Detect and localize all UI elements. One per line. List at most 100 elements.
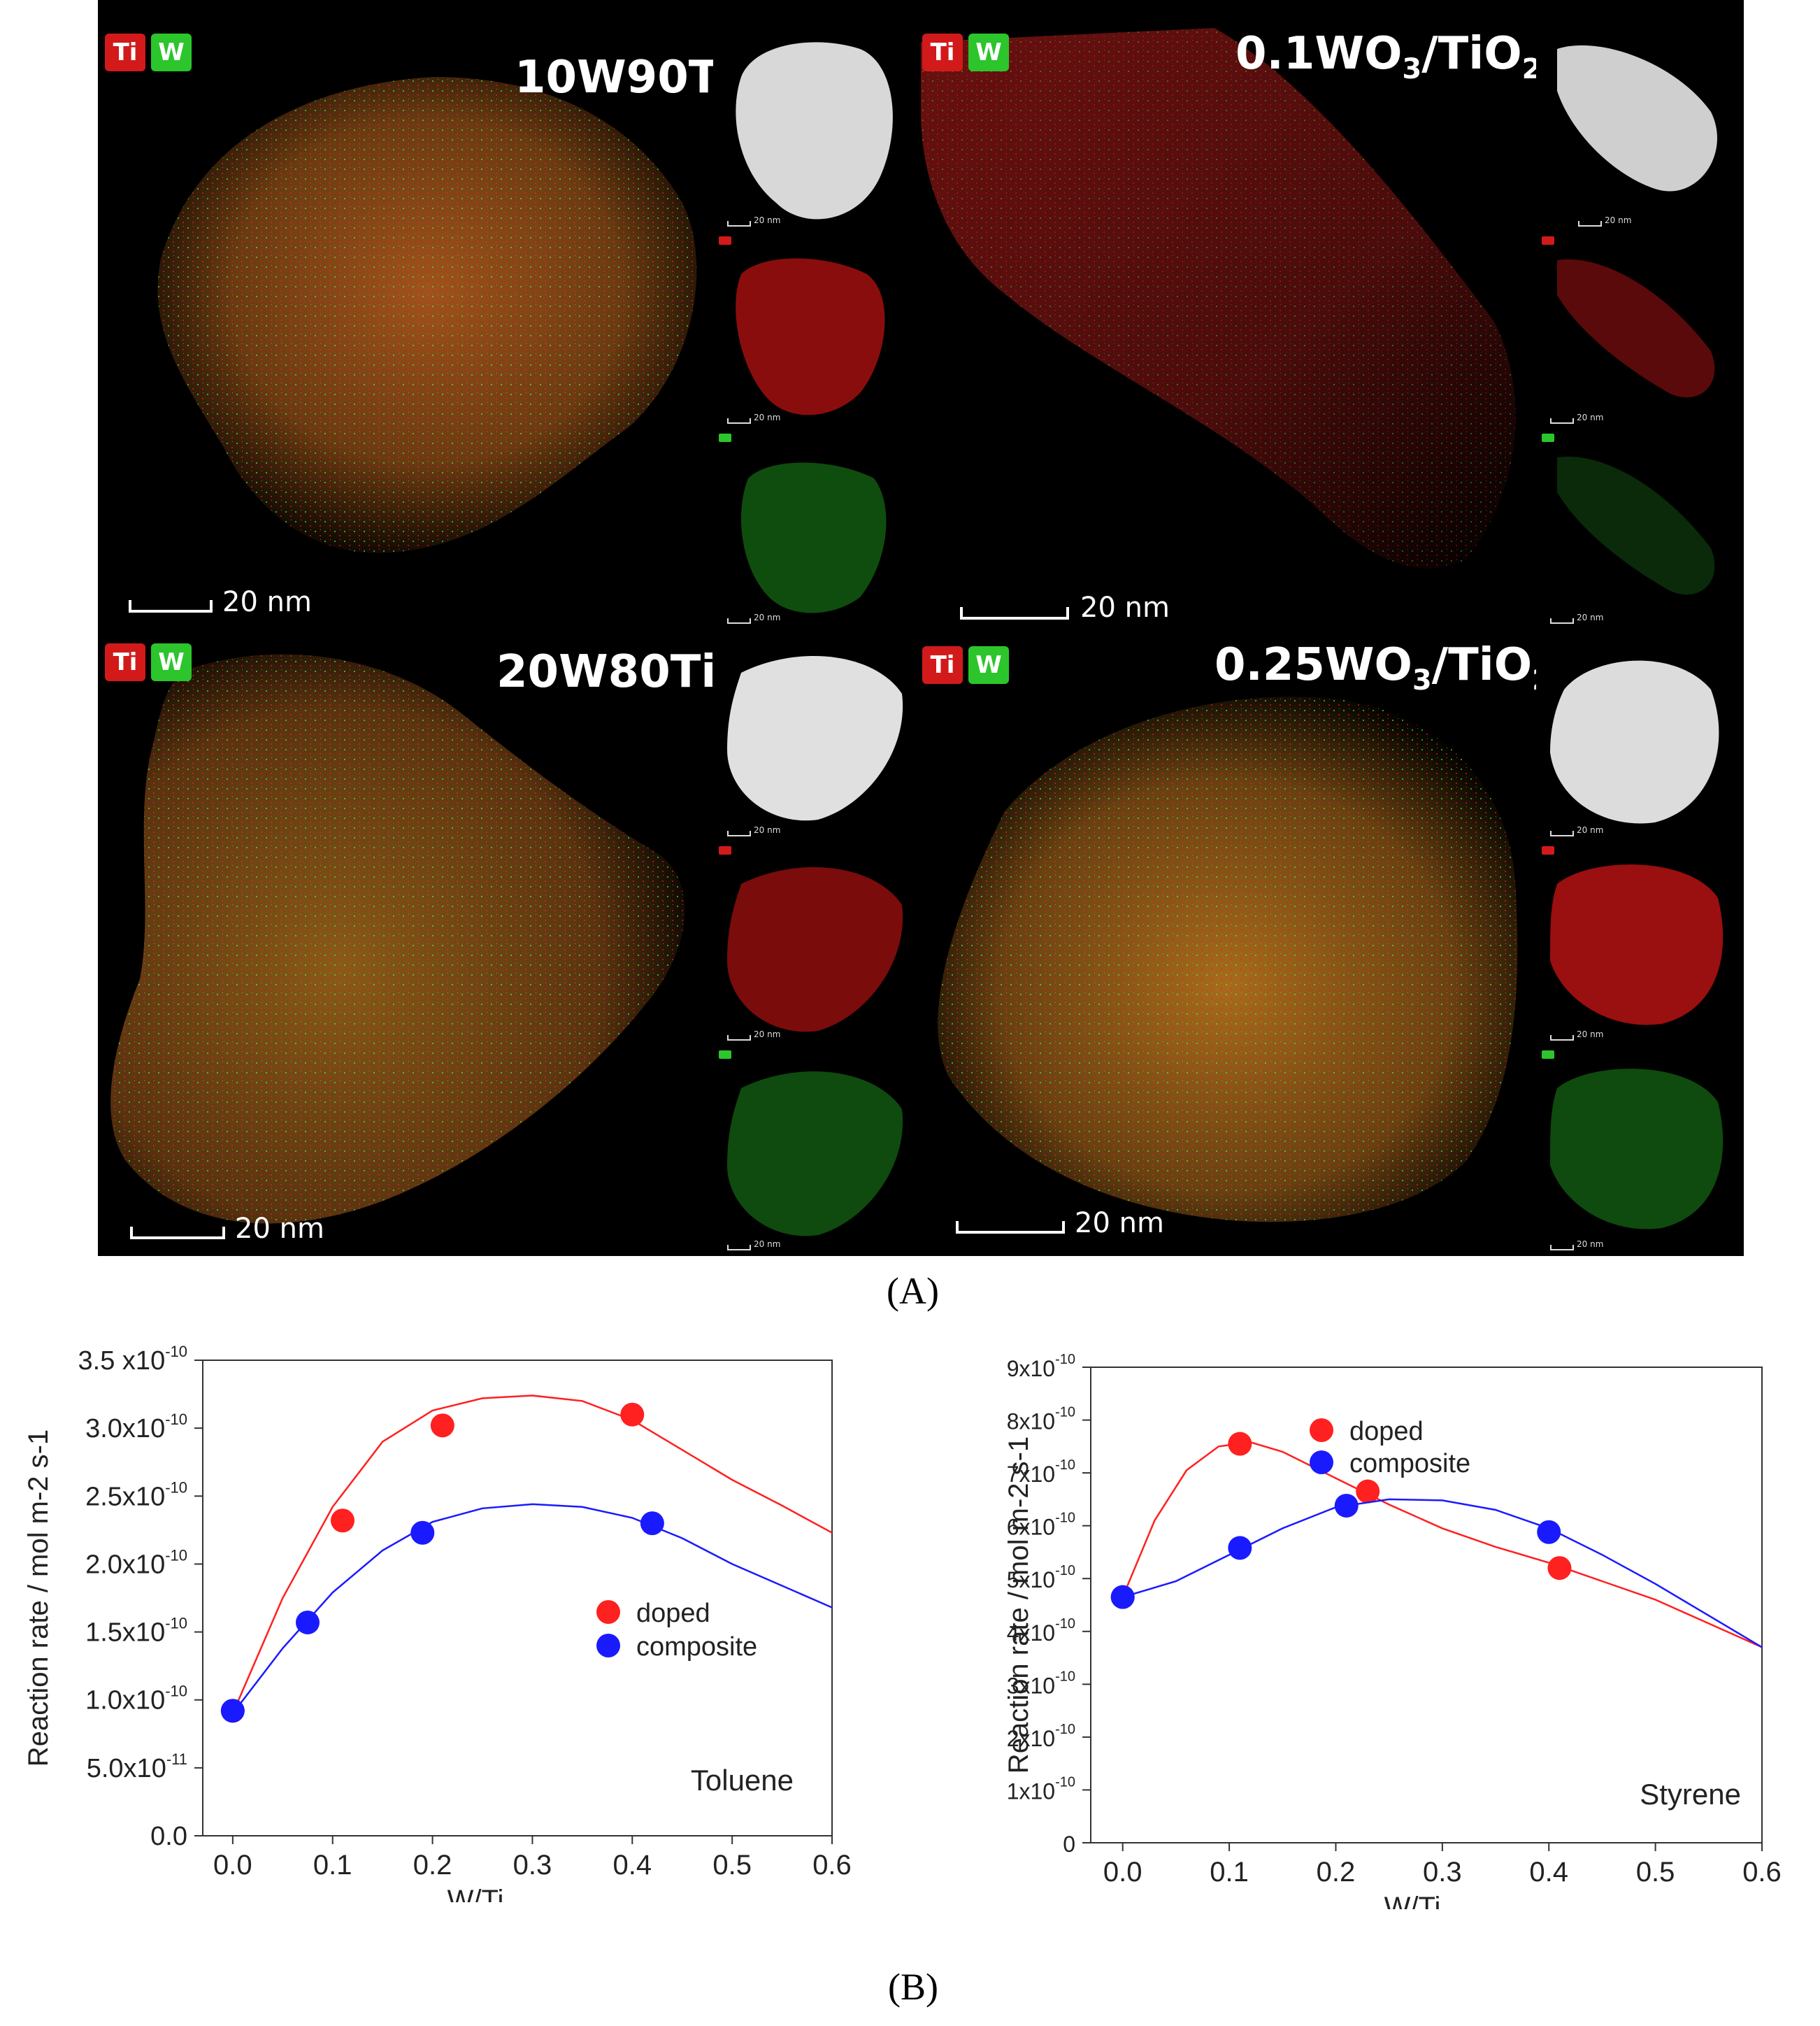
thumb-scale-label: 20 nm xyxy=(754,1029,781,1039)
x-tick-label: 0.3 xyxy=(1423,1857,1462,1888)
thumb-scale-label: 20 nm xyxy=(754,413,781,422)
edx-maps-figure: Ti W 10W90Ti 20 nm 20 nm 20 nm 20 nm xyxy=(98,0,1744,1256)
data-point-composite xyxy=(1110,1585,1135,1609)
thumb-scale-label: 20 nm xyxy=(1577,825,1604,835)
data-point-doped xyxy=(1547,1556,1572,1581)
fit-line-doped xyxy=(231,1394,833,1714)
scale-bar xyxy=(956,1221,1065,1234)
ti-map-thumbnail: 20 nm xyxy=(1536,842,1739,1045)
x-tick-label: 0.3 xyxy=(513,1850,552,1881)
x-tick-label: 0.5 xyxy=(1636,1857,1675,1888)
panel-0-1wo3-tio2: Ti W 0.1WO3/TiO2 20 nm 20 nm 20 nm 20 nm xyxy=(921,0,1744,629)
data-point-doped xyxy=(1228,1432,1252,1456)
panel-label: 10W90Ti xyxy=(515,52,735,104)
data-point-composite xyxy=(640,1511,664,1536)
w-map-thumbnail: 20 nm xyxy=(1536,1046,1739,1256)
data-point-doped xyxy=(1356,1479,1380,1504)
caption-b: (B) xyxy=(888,1966,938,2008)
chart-annotation: Toluene xyxy=(691,1764,794,1797)
panel-10w90ti: Ti W 10W90Ti 20 nm 20 nm 20 nm 20 nm xyxy=(98,0,921,629)
data-point-composite xyxy=(296,1610,320,1634)
x-tick-label: 0.6 xyxy=(812,1850,852,1881)
panel-20w80ti: Ti W 20W80Ti 20 nm 20 nm 20 nm 20 nm xyxy=(98,629,921,1256)
ti-badge: Ti xyxy=(105,643,145,681)
ti-badge: Ti xyxy=(922,34,963,71)
y-tick-label: 0.0 xyxy=(150,1822,187,1851)
legend-label-doped: doped xyxy=(636,1599,710,1628)
haadf-thumbnail: 20 nm xyxy=(1536,634,1739,841)
y-tick-label: 5.0x10-11 xyxy=(87,1750,187,1783)
styrene-chart: 0.0 0.1 0.2 0.3 0.4 0.5 0.601x10-102x10-103x10… xyxy=(1007,1352,1782,1909)
w-badge: W xyxy=(968,646,1009,684)
thumb-scale-label: 20 nm xyxy=(1577,413,1604,422)
y-tick-label: 3.5 x10-10 xyxy=(78,1343,187,1376)
ti-map-thumbnail: 20 nm xyxy=(713,842,916,1045)
caption-a: (A) xyxy=(887,1270,939,1312)
edx-overlay-map xyxy=(110,654,685,1224)
data-point-composite xyxy=(220,1699,245,1723)
data-point-composite xyxy=(410,1520,435,1545)
x-axis-label: W/Ti xyxy=(1384,1892,1441,1909)
y-tick-label: 1x10-10 xyxy=(1007,1774,1075,1804)
data-point-composite xyxy=(1228,1536,1252,1560)
x-tick-label: 0.4 xyxy=(612,1850,652,1881)
scale-label: 20 nm xyxy=(235,1213,324,1245)
legend-marker-composite xyxy=(1310,1450,1333,1474)
w-map-thumbnail: 20 nm xyxy=(713,1046,916,1256)
legend-marker-doped xyxy=(596,1600,620,1624)
edx-overlay-map xyxy=(921,28,1516,569)
legend-marker-doped xyxy=(1310,1418,1333,1442)
panel-0-25wo3-tio2: Ti W 0.25WO3/TiO2 20 nm 20 nm 20 nm 20 n… xyxy=(921,629,1744,1256)
y-tick-label: 8x10-10 xyxy=(1007,1405,1075,1434)
data-point-composite xyxy=(1334,1493,1359,1518)
thumb-scale-label: 20 nm xyxy=(754,215,781,225)
data-point-doped xyxy=(620,1402,645,1427)
legend-label-doped: doped xyxy=(1349,1417,1424,1446)
thumb-scale-label: 20 nm xyxy=(754,613,781,622)
haadf-thumbnail: 20 nm xyxy=(1536,21,1739,231)
y-axis-label: Reaction rate / mol m-2 s-1 xyxy=(1007,1436,1034,1774)
panel-label: 0.1WO3/TiO2 xyxy=(1235,28,1542,85)
scale-bar xyxy=(130,1227,225,1239)
x-tick-label: 0.5 xyxy=(712,1850,752,1881)
x-tick-label: 0.0 xyxy=(1103,1857,1142,1888)
panel-label: 0.25WO3/TiO2 xyxy=(1214,639,1552,697)
thumb-scale-label: 20 nm xyxy=(754,825,781,835)
x-tick-label: 0.1 xyxy=(1210,1857,1249,1888)
panel-label: 20W80Ti xyxy=(496,646,717,698)
ti-badge: Ti xyxy=(922,646,963,684)
x-tick-label: 0.6 xyxy=(1742,1857,1782,1888)
fit-line-doped xyxy=(1122,1441,1763,1648)
thumb-scale-label: 20 nm xyxy=(1577,1239,1604,1249)
ti-map-thumbnail: 20 nm xyxy=(1536,232,1739,428)
x-tick-label: 0.2 xyxy=(413,1850,452,1881)
y-tick-label: 1.0x10-10 xyxy=(85,1683,187,1715)
fit-line-composite xyxy=(231,1503,833,1714)
haadf-thumbnail: 20 nm xyxy=(713,631,916,841)
thumb-scale-label: 20 nm xyxy=(1605,215,1632,225)
fit-line-composite xyxy=(1122,1498,1763,1648)
y-axis-label: Reaction rate / mol m-2 s-1 xyxy=(23,1429,54,1767)
y-tick-label: 1.5x10-10 xyxy=(85,1615,187,1648)
legend-label-composite: composite xyxy=(636,1632,757,1662)
thumb-scale-label: 20 nm xyxy=(754,1239,781,1249)
ti-map-thumbnail: 20 nm xyxy=(713,232,916,428)
data-point-doped xyxy=(331,1508,354,1533)
edx-overlay-map xyxy=(938,697,1518,1222)
x-tick-label: 0.2 xyxy=(1317,1857,1356,1888)
plot-frame xyxy=(1090,1367,1763,1843)
thumb-scale-label: 20 nm xyxy=(1577,1029,1604,1039)
y-tick-label: 9x10-10 xyxy=(1007,1352,1075,1381)
w-map-thumbnail: 20 nm xyxy=(1536,429,1739,629)
data-point-doped xyxy=(430,1413,454,1438)
thumb-scale-label: 20 nm xyxy=(1577,613,1604,622)
x-tick-label: 0.4 xyxy=(1529,1857,1568,1888)
edx-overlay-map xyxy=(157,77,697,553)
y-tick-label: 2.5x10-10 xyxy=(85,1478,187,1511)
data-point-composite xyxy=(1537,1520,1561,1544)
scale-label: 20 nm xyxy=(222,586,312,618)
x-tick-label: 0.1 xyxy=(313,1850,352,1881)
scale-bar xyxy=(960,607,1069,620)
haadf-thumbnail: 20 nm xyxy=(713,21,916,231)
plot-frame xyxy=(202,1360,833,1836)
